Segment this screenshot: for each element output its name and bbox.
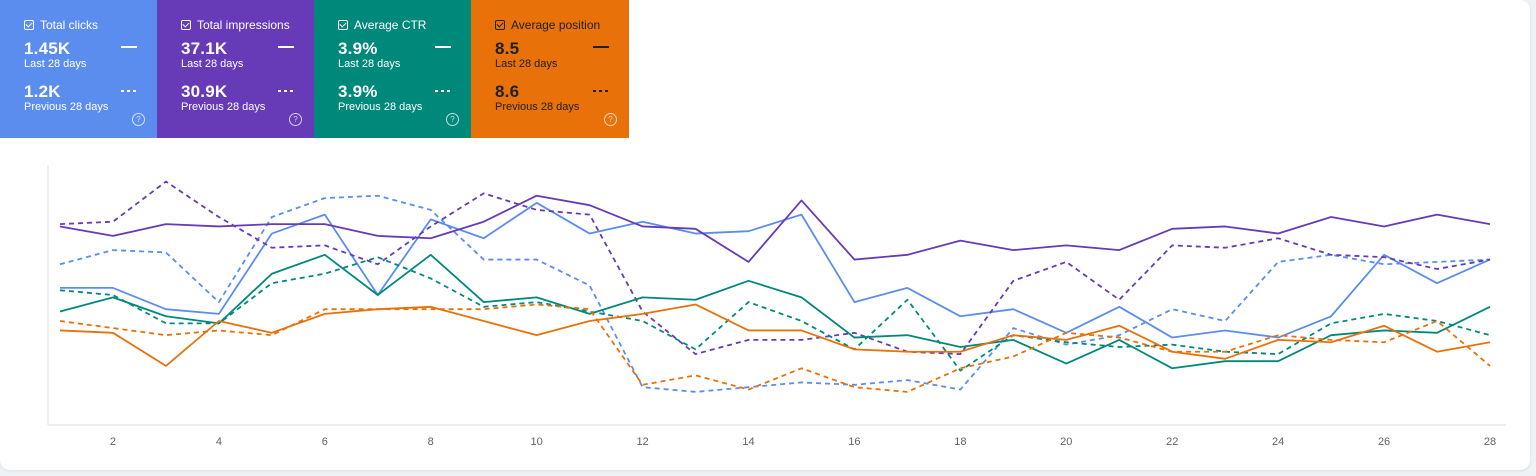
x-tick-label: 10 bbox=[531, 436, 543, 448]
card-label: Total impressions bbox=[197, 18, 290, 32]
x-tick-label: 16 bbox=[848, 436, 860, 448]
previous-period: Previous 28 days bbox=[181, 101, 266, 113]
x-tick-label: 12 bbox=[636, 436, 648, 448]
card-average-position[interactable]: Average position 8.5 Last 28 days 8.6 Prev… bbox=[471, 0, 629, 138]
previous-value: 1.2K bbox=[24, 82, 61, 101]
help-icon[interactable]: ? bbox=[132, 113, 145, 126]
solid-line-icon bbox=[278, 46, 294, 48]
x-tick-label: 6 bbox=[322, 436, 328, 448]
current-value: 3.9% bbox=[338, 39, 378, 58]
dashed-line-icon bbox=[593, 90, 609, 92]
series-line-2-current bbox=[59, 194, 1491, 263]
current-value: 37.1K bbox=[181, 39, 228, 58]
series-line-7-previous bbox=[59, 303, 1491, 393]
current-value: 8.5 bbox=[495, 39, 520, 58]
solid-line-icon bbox=[435, 46, 451, 48]
solid-line-icon bbox=[593, 46, 609, 48]
x-axis-ticks: 2 4 6 8 10 12 14 16 18 20 22 24 26 28 bbox=[110, 436, 1496, 448]
previous-value: 8.6 bbox=[495, 82, 520, 101]
previous-value: 30.9K bbox=[181, 82, 228, 101]
help-icon[interactable]: ? bbox=[604, 113, 617, 126]
current-period: Last 28 days bbox=[495, 58, 558, 70]
series-line-4-current bbox=[59, 253, 1491, 370]
current-value: 1.45K bbox=[24, 39, 71, 58]
help-icon[interactable]: ? bbox=[446, 113, 459, 126]
checkbox-icon[interactable] bbox=[24, 20, 34, 30]
x-tick-label: 4 bbox=[216, 436, 222, 448]
solid-line-icon bbox=[121, 46, 137, 48]
checkbox-icon[interactable] bbox=[181, 20, 191, 30]
current-period: Last 28 days bbox=[181, 58, 244, 70]
x-tick-label: 2 bbox=[110, 436, 116, 448]
metric-cards: Total clicks 1.45K Last 28 days 1.2K Previ… bbox=[0, 0, 629, 138]
current-period: Last 28 days bbox=[338, 58, 401, 70]
checkbox-icon[interactable] bbox=[338, 20, 348, 30]
card-label: Average CTR bbox=[354, 18, 427, 32]
previous-period: Previous 28 days bbox=[495, 101, 580, 113]
x-tick-label: 14 bbox=[742, 436, 754, 448]
current-period: Last 28 days bbox=[24, 58, 87, 70]
card-label: Average position bbox=[511, 18, 601, 32]
x-tick-label: 20 bbox=[1060, 436, 1072, 448]
previous-value: 3.9% bbox=[338, 82, 378, 101]
checkbox-icon[interactable] bbox=[495, 20, 505, 30]
previous-period: Previous 28 days bbox=[338, 101, 423, 113]
x-tick-label: 28 bbox=[1484, 436, 1496, 448]
x-tick-label: 22 bbox=[1166, 436, 1178, 448]
card-average-ctr[interactable]: Average CTR 3.9% Last 28 days 3.9% Previou… bbox=[314, 0, 471, 138]
series-line-5-previous bbox=[59, 256, 1491, 372]
series-line-0-current bbox=[60, 201, 1491, 339]
series-line-3-previous bbox=[59, 180, 1491, 355]
chart-series bbox=[59, 180, 1491, 393]
dashed-line-icon bbox=[121, 90, 137, 92]
chart-axes bbox=[47, 165, 1506, 426]
x-tick-label: 18 bbox=[954, 436, 966, 448]
x-tick-label: 24 bbox=[1272, 436, 1284, 448]
series-line-1-previous bbox=[59, 194, 1491, 393]
dashed-line-icon bbox=[278, 90, 294, 92]
x-tick-label: 8 bbox=[428, 436, 434, 448]
previous-period: Previous 28 days bbox=[24, 101, 109, 113]
card-label: Total clicks bbox=[40, 18, 99, 32]
help-icon[interactable]: ? bbox=[289, 113, 302, 126]
card-total-impressions[interactable]: Total impressions 37.1K Last 28 days 30.9… bbox=[157, 0, 314, 138]
card-total-clicks[interactable]: Total clicks 1.45K Last 28 days 1.2K Previ… bbox=[0, 0, 157, 138]
x-tick-label: 26 bbox=[1378, 436, 1390, 448]
dashed-line-icon bbox=[435, 90, 451, 92]
series-line-6-current bbox=[59, 303, 1491, 367]
